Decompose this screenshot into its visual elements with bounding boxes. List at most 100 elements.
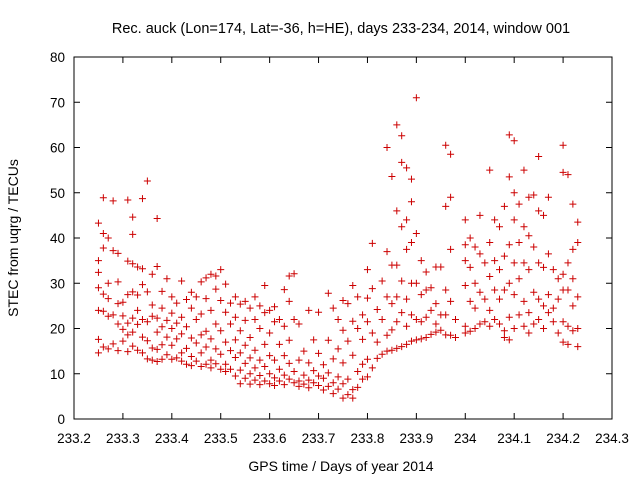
data-point <box>319 386 327 394</box>
data-point <box>403 245 411 253</box>
data-point <box>447 297 455 305</box>
data-point <box>236 366 244 374</box>
data-point <box>447 193 455 201</box>
data-point <box>427 330 435 338</box>
data-point <box>138 265 146 273</box>
data-point <box>486 239 494 247</box>
data-point <box>500 327 508 335</box>
data-point <box>559 141 567 149</box>
data-point <box>305 359 313 367</box>
data-point <box>486 166 494 174</box>
data-point <box>363 318 371 326</box>
data-point <box>461 282 469 290</box>
chart-title: Rec. auck (Lon=174, Lat=-36, h=HE), days… <box>112 21 570 37</box>
data-point <box>104 345 112 353</box>
data-point <box>104 312 112 320</box>
data-point <box>119 298 127 306</box>
data-point <box>124 331 132 339</box>
data-point <box>192 315 200 323</box>
data-point <box>134 291 142 299</box>
data-point <box>393 344 401 352</box>
data-point <box>158 287 166 295</box>
data-point <box>187 304 195 312</box>
data-point <box>315 382 323 390</box>
data-point <box>393 318 401 326</box>
data-point <box>549 266 557 274</box>
data-point <box>207 270 215 278</box>
data-point <box>256 381 264 389</box>
data-point <box>496 266 504 274</box>
data-point <box>505 241 513 249</box>
data-point <box>246 370 254 378</box>
data-point <box>168 309 176 317</box>
data-point <box>246 354 254 362</box>
data-point <box>310 367 318 375</box>
data-point <box>114 300 122 308</box>
data-point <box>525 329 533 337</box>
data-point <box>491 286 499 294</box>
data-point <box>496 223 504 231</box>
data-point <box>412 94 420 102</box>
data-point <box>212 360 220 368</box>
data-point <box>114 320 122 328</box>
y-tick-label: 40 <box>50 231 65 246</box>
data-point <box>574 239 582 247</box>
data-point <box>324 382 332 390</box>
data-point <box>168 355 176 363</box>
data-point <box>540 211 548 219</box>
data-point <box>138 195 146 203</box>
data-point <box>222 367 230 375</box>
y-tick-label: 10 <box>50 367 65 382</box>
data-point <box>329 355 337 363</box>
data-point <box>182 323 190 331</box>
data-point <box>500 252 508 260</box>
data-point <box>94 335 102 343</box>
data-point <box>138 281 146 289</box>
data-point <box>535 295 543 303</box>
data-point <box>290 315 298 323</box>
data-point <box>525 232 533 240</box>
data-point <box>339 394 347 402</box>
data-point <box>192 339 200 347</box>
data-point <box>520 322 528 330</box>
data-point <box>471 304 479 312</box>
data-point <box>148 312 156 320</box>
data-point <box>530 243 538 251</box>
data-point <box>305 376 313 384</box>
data-point <box>207 364 215 372</box>
data-point <box>393 293 401 301</box>
data-point <box>271 356 279 364</box>
data-point <box>407 337 415 345</box>
data-point <box>559 270 567 278</box>
data-point <box>222 338 230 346</box>
data-point <box>109 340 117 348</box>
data-point <box>515 311 523 319</box>
data-point <box>417 318 425 326</box>
data-point <box>510 325 518 332</box>
data-point <box>158 304 166 312</box>
data-point <box>168 293 176 301</box>
data-point <box>285 272 293 280</box>
data-point <box>280 381 288 389</box>
data-point <box>500 334 508 342</box>
data-point <box>129 342 137 350</box>
data-point <box>153 215 161 223</box>
data-point <box>329 390 337 398</box>
data-point <box>324 289 332 297</box>
data-point <box>486 272 494 280</box>
data-point <box>99 343 107 351</box>
data-point <box>104 234 112 242</box>
data-point <box>505 279 513 287</box>
data-point <box>231 313 239 321</box>
data-point <box>564 322 572 330</box>
data-point <box>178 349 186 357</box>
data-point <box>168 325 176 332</box>
data-point <box>134 263 142 271</box>
data-point <box>114 249 122 257</box>
data-point <box>535 153 543 161</box>
data-point <box>227 320 235 328</box>
data-point <box>520 223 528 231</box>
data-points <box>94 94 582 402</box>
data-point <box>246 334 254 342</box>
data-point <box>217 350 225 358</box>
